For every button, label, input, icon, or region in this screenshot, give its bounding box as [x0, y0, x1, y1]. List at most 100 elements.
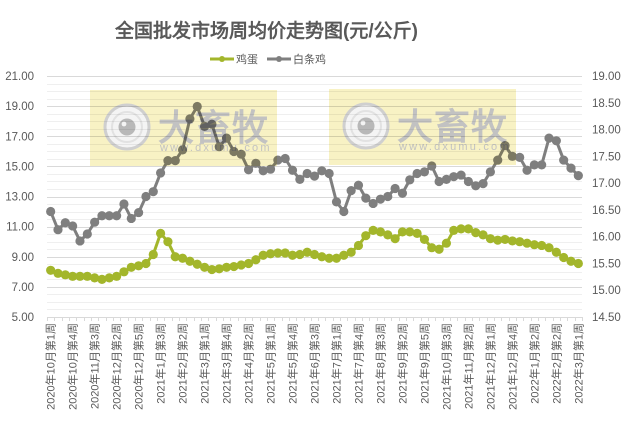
data-point[interactable]	[75, 236, 85, 246]
data-point[interactable]	[324, 253, 334, 263]
data-point[interactable]	[368, 225, 378, 235]
data-point[interactable]	[265, 164, 276, 174]
data-point[interactable]	[427, 243, 437, 253]
data-point[interactable]	[529, 240, 539, 250]
data-point[interactable]	[68, 271, 78, 281]
data-point[interactable]	[390, 183, 400, 194]
data-point[interactable]	[280, 248, 290, 258]
data-point[interactable]	[229, 261, 239, 272]
data-point[interactable]	[449, 172, 459, 182]
data-point[interactable]	[46, 206, 56, 217]
data-point[interactable]	[405, 227, 415, 237]
data-point[interactable]	[346, 247, 356, 257]
data-point[interactable]	[456, 170, 466, 180]
data-point[interactable]	[163, 237, 173, 247]
data-point[interactable]	[280, 153, 290, 164]
data-point[interactable]	[134, 207, 144, 218]
data-point[interactable]	[185, 256, 195, 266]
data-point[interactable]	[390, 234, 400, 244]
data-point[interactable]	[397, 227, 408, 237]
data-point[interactable]	[507, 236, 517, 246]
data-point[interactable]	[287, 165, 298, 175]
data-point[interactable]	[192, 259, 202, 269]
data-point[interactable]	[500, 234, 510, 245]
data-point[interactable]	[522, 165, 532, 175]
data-point[interactable]	[302, 168, 312, 179]
data-point[interactable]	[559, 155, 569, 165]
data-point[interactable]	[90, 273, 100, 283]
data-point[interactable]	[441, 174, 452, 184]
data-point[interactable]	[434, 244, 444, 254]
data-point[interactable]	[68, 221, 78, 231]
data-point[interactable]	[405, 175, 415, 185]
data-point[interactable]	[112, 211, 122, 221]
data-point[interactable]	[46, 265, 56, 275]
data-point[interactable]	[119, 199, 129, 209]
data-point[interactable]	[434, 176, 444, 187]
data-point[interactable]	[90, 217, 100, 227]
data-point[interactable]	[309, 249, 320, 260]
data-point[interactable]	[170, 252, 180, 262]
data-point[interactable]	[75, 271, 85, 281]
data-point[interactable]	[573, 258, 583, 269]
data-point[interactable]	[463, 176, 474, 187]
data-point[interactable]	[82, 271, 92, 281]
data-point[interactable]	[478, 179, 488, 189]
data-point[interactable]	[60, 270, 70, 280]
data-point[interactable]	[515, 152, 525, 163]
data-point[interactable]	[148, 249, 158, 260]
data-point[interactable]	[412, 168, 422, 179]
data-point[interactable]	[302, 247, 312, 257]
data-point[interactable]	[104, 211, 114, 221]
data-point[interactable]	[361, 231, 371, 241]
data-point[interactable]	[537, 160, 547, 170]
data-point[interactable]	[258, 250, 268, 260]
data-point[interactable]	[251, 255, 261, 265]
data-point[interactable]	[97, 274, 107, 284]
data-point[interactable]	[134, 261, 144, 271]
data-point[interactable]	[346, 186, 356, 196]
data-point[interactable]	[485, 234, 495, 244]
data-point[interactable]	[551, 136, 561, 146]
data-point[interactable]	[353, 240, 364, 251]
data-point[interactable]	[53, 225, 63, 235]
data-point[interactable]	[126, 213, 136, 224]
data-point[interactable]	[383, 230, 393, 240]
data-point[interactable]	[243, 165, 254, 175]
data-point[interactable]	[53, 268, 63, 278]
data-point[interactable]	[177, 253, 188, 263]
data-point[interactable]	[412, 228, 422, 239]
data-point[interactable]	[258, 166, 268, 176]
data-point[interactable]	[287, 250, 298, 260]
data-point[interactable]	[141, 258, 151, 269]
data-point[interactable]	[383, 191, 393, 202]
data-point[interactable]	[97, 211, 107, 221]
data-point[interactable]	[207, 264, 217, 275]
data-point[interactable]	[456, 224, 466, 234]
data-point[interactable]	[331, 197, 342, 207]
data-point[interactable]	[522, 238, 532, 248]
data-point[interactable]	[449, 225, 459, 235]
data-point[interactable]	[368, 198, 378, 209]
data-point[interactable]	[155, 168, 166, 178]
data-point[interactable]	[515, 237, 525, 247]
data-point[interactable]	[566, 256, 576, 266]
data-point[interactable]	[60, 218, 70, 228]
data-point[interactable]	[551, 247, 561, 257]
data-point[interactable]	[265, 249, 276, 259]
data-point[interactable]	[295, 174, 305, 184]
data-point[interactable]	[199, 262, 210, 272]
data-point[interactable]	[339, 250, 349, 260]
data-point[interactable]	[544, 243, 554, 253]
data-point[interactable]	[361, 193, 371, 203]
data-point[interactable]	[397, 188, 408, 198]
data-point[interactable]	[317, 166, 327, 176]
data-point[interactable]	[375, 227, 386, 237]
data-point[interactable]	[317, 252, 327, 262]
data-point[interactable]	[126, 262, 136, 272]
data-point[interactable]	[119, 267, 129, 277]
data-point[interactable]	[471, 181, 481, 191]
data-point[interactable]	[104, 273, 114, 283]
data-point[interactable]	[148, 187, 158, 197]
data-point[interactable]	[573, 171, 583, 181]
